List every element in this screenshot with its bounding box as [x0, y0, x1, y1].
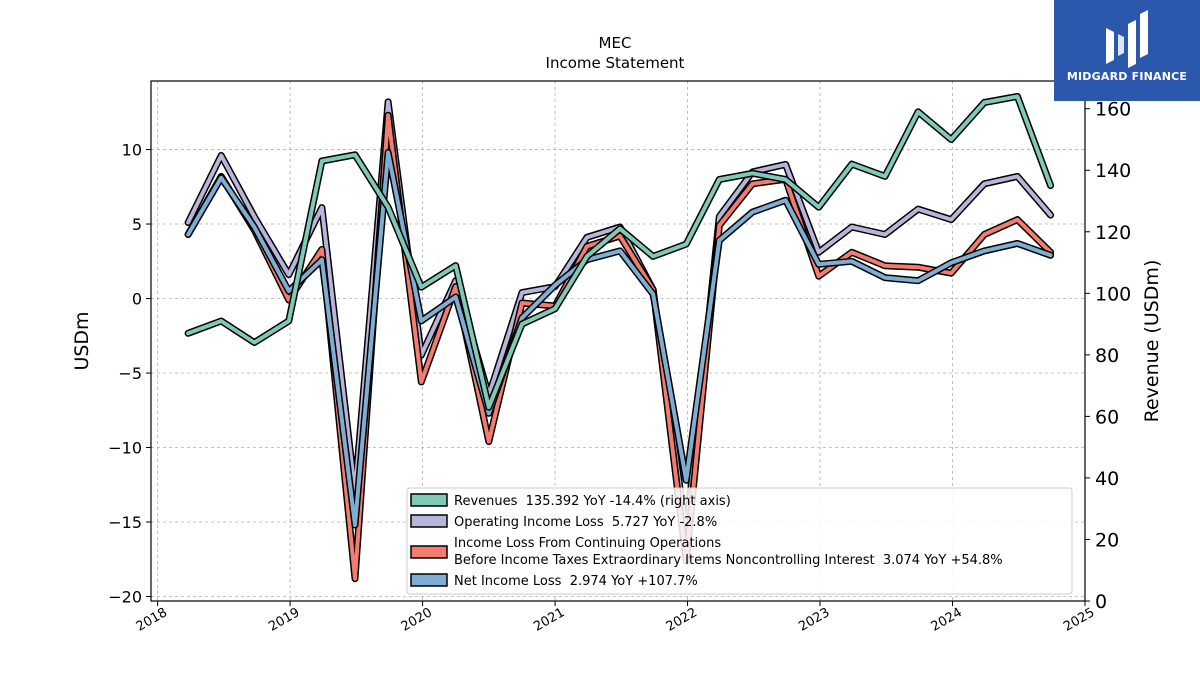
series-line-revenues	[186, 94, 1053, 410]
legend-swatch-net-income	[410, 573, 448, 587]
chart-subtitle: Income Statement	[546, 54, 685, 72]
x-tick-label: 2023	[796, 605, 832, 635]
x-tick-label: 2021	[531, 605, 567, 635]
y-right-tick-label: 140	[1095, 160, 1131, 182]
y-tick-label: −10	[108, 439, 142, 458]
y-right-axis-ticks: 0 20 40 60 80 100 120 140 160	[1085, 99, 1131, 613]
legend-box	[406, 487, 1073, 595]
series-lines	[184, 92, 1055, 583]
legend-label-net-income: Net Income Loss 2.974 YoY +107.7%	[454, 574, 698, 589]
y-tick-label: 5	[132, 215, 142, 234]
y-right-tick-label: 80	[1095, 345, 1119, 367]
y-tick-label: 0	[132, 290, 142, 309]
brand-logo: MIDGARD FINANCE	[1054, 0, 1200, 101]
legend-label-pretax-income-line1: Income Loss From Continuing Operations	[454, 536, 721, 551]
chart-title: MEC	[599, 34, 632, 52]
y-right-tick-label: 40	[1095, 468, 1119, 490]
legend-label-operating-income: Operating Income Loss 5.727 YoY -2.8%	[454, 515, 717, 530]
brand-mark-icon	[1106, 10, 1148, 68]
y-right-tick-label: 0	[1095, 591, 1107, 613]
series-line-net-income-loss	[186, 150, 1053, 527]
y-tick-label: −20	[108, 588, 142, 607]
legend-swatch-revenues	[410, 493, 448, 507]
legend-label-revenues: Revenues 135.392 YoY -14.4% (right axis)	[454, 494, 731, 509]
x-axis-ticks: 2018 2019 2020 2021 2022 2023 2024 2025	[134, 601, 1097, 635]
y-right-tick-label: 120	[1095, 222, 1131, 244]
y-right-axis-label: Revenue (USDm)	[1141, 260, 1163, 423]
y-tick-label: 10	[122, 141, 142, 160]
x-tick-label: 2022	[664, 605, 700, 635]
y-axis-ticks: 10 5 0 −5 −10 −15 −20	[108, 141, 151, 607]
y-right-tick-label: 160	[1095, 99, 1131, 121]
y-tick-label: −15	[108, 513, 142, 532]
plot-frame	[150, 80, 1086, 602]
x-tick-label: 2025	[1061, 605, 1097, 635]
y-right-tick-label: 60	[1095, 406, 1119, 428]
legend-label-pretax-income-line2: Before Income Taxes Extraordinary Items …	[454, 553, 1003, 568]
x-tick-label: 2018	[134, 605, 170, 635]
legend: Revenues 135.392 YoY -14.4% (right axis)…	[406, 487, 1073, 595]
y-tick-label: −5	[118, 364, 142, 383]
legend-swatch-operating-income	[410, 514, 448, 528]
brand-name: MIDGARD FINANCE	[1066, 70, 1188, 83]
x-tick-label: 2020	[399, 605, 435, 635]
y-right-tick-label: 20	[1095, 529, 1119, 551]
y-axis-label: USDm	[71, 311, 93, 370]
x-tick-label: 2024	[929, 605, 965, 635]
legend-swatch-pretax-income	[410, 545, 448, 559]
y-right-tick-label: 100	[1095, 283, 1131, 305]
x-tick-label: 2019	[266, 605, 302, 635]
